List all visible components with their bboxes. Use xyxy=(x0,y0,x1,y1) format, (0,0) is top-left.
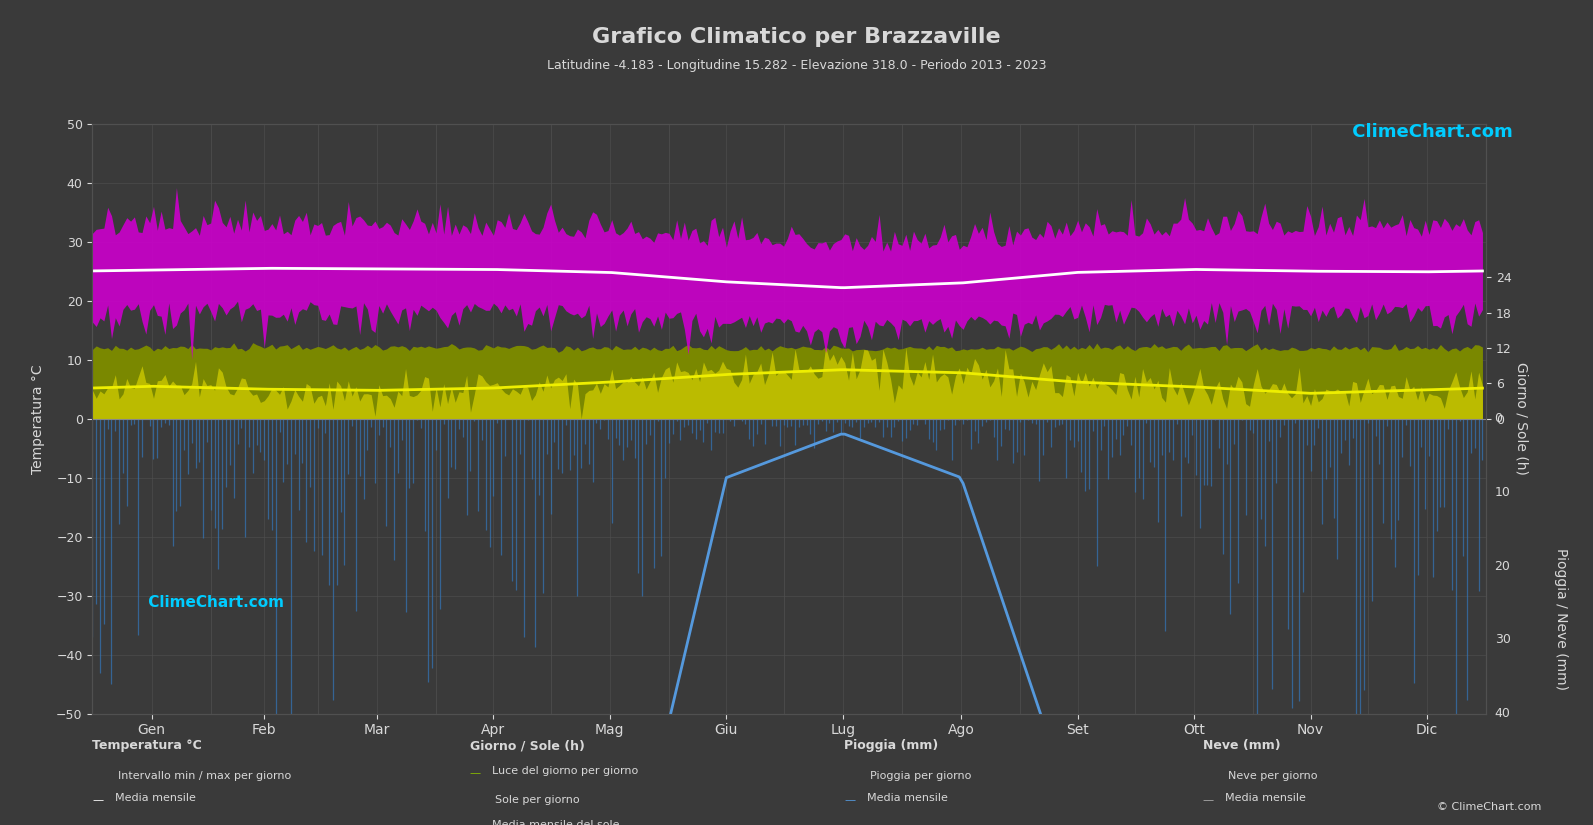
Text: ClimeChart.com: ClimeChart.com xyxy=(143,595,285,610)
Text: —: — xyxy=(470,768,481,778)
Text: Grafico Climatico per Brazzaville: Grafico Climatico per Brazzaville xyxy=(593,27,1000,47)
Text: Pioggia (mm): Pioggia (mm) xyxy=(844,739,938,752)
Text: Pioggia per giorno: Pioggia per giorno xyxy=(870,771,972,781)
Text: © ClimeChart.com: © ClimeChart.com xyxy=(1437,802,1542,812)
Text: Temperatura °C: Temperatura °C xyxy=(92,739,202,752)
Text: Pioggia / Neve (mm): Pioggia / Neve (mm) xyxy=(1555,548,1568,690)
Text: Latitudine -4.183 - Longitudine 15.282 - Elevazione 318.0 - Periodo 2013 - 2023: Latitudine -4.183 - Longitudine 15.282 -… xyxy=(546,59,1047,73)
Text: Luce del giorno per giorno: Luce del giorno per giorno xyxy=(492,766,639,776)
Text: Intervallo min / max per giorno: Intervallo min / max per giorno xyxy=(118,771,292,781)
Y-axis label: Temperatura °C: Temperatura °C xyxy=(30,364,45,474)
Text: Media mensile: Media mensile xyxy=(867,793,948,803)
Text: Neve (mm): Neve (mm) xyxy=(1203,739,1281,752)
Text: 40: 40 xyxy=(1494,707,1510,720)
Text: Sole per giorno: Sole per giorno xyxy=(495,795,580,805)
Text: 10: 10 xyxy=(1494,486,1510,499)
Text: —: — xyxy=(1203,794,1214,804)
Text: —: — xyxy=(92,794,104,804)
Text: —: — xyxy=(470,822,481,825)
Text: 0: 0 xyxy=(1494,412,1502,425)
Text: Giorno / Sole (h): Giorno / Sole (h) xyxy=(470,739,585,752)
Text: 30: 30 xyxy=(1494,634,1510,647)
Text: —: — xyxy=(844,794,855,804)
Text: Media mensile del sole: Media mensile del sole xyxy=(492,820,620,825)
Y-axis label: Giorno / Sole (h): Giorno / Sole (h) xyxy=(1515,362,1529,475)
Text: Media mensile: Media mensile xyxy=(1225,793,1306,803)
Text: 20: 20 xyxy=(1494,559,1510,573)
Text: Media mensile: Media mensile xyxy=(115,793,196,803)
Text: ClimeChart.com: ClimeChart.com xyxy=(1346,123,1513,141)
Text: Neve per giorno: Neve per giorno xyxy=(1228,771,1317,781)
